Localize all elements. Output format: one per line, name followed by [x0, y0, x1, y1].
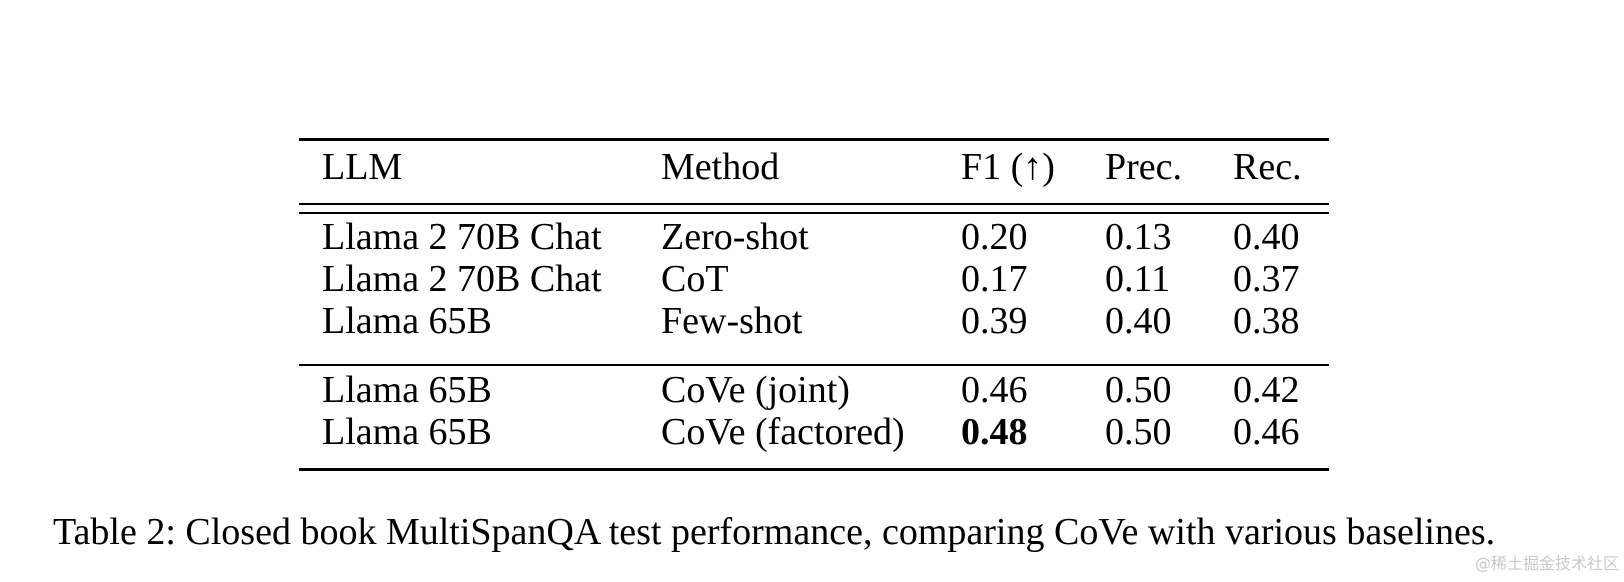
cell-llm: Llama 2 70B Chat [322, 216, 602, 258]
table-caption: Table 2: Closed book MultiSpanQA test pe… [53, 511, 1496, 553]
cell-prec: 0.40 [1105, 300, 1172, 342]
header-prec: Prec. [1105, 146, 1183, 188]
group-separator-rule [299, 364, 1329, 366]
cell-method: CoVe (joint) [661, 369, 850, 411]
cell-prec: 0.13 [1105, 216, 1172, 258]
table-row: Llama 65B CoVe (factored) 0.48 0.50 0.46 [299, 411, 1329, 453]
cell-llm: Llama 65B [322, 369, 492, 411]
cell-rec: 0.46 [1233, 411, 1300, 453]
cell-f1: 0.39 [961, 300, 1028, 342]
header-rule-lower [299, 212, 1329, 214]
cell-llm: Llama 65B [322, 300, 492, 342]
table-row: Llama 65B Few-shot 0.39 0.40 0.38 [299, 300, 1329, 342]
table-bottom-rule [299, 468, 1329, 471]
cell-prec: 0.11 [1105, 258, 1171, 300]
table-row: Llama 2 70B Chat CoT 0.17 0.11 0.37 [299, 258, 1329, 300]
cell-rec: 0.42 [1233, 369, 1300, 411]
cell-method: CoVe (factored) [661, 411, 905, 453]
cell-prec: 0.50 [1105, 369, 1172, 411]
table-row: Llama 65B CoVe (joint) 0.46 0.50 0.42 [299, 369, 1329, 411]
header-llm: LLM [322, 146, 403, 188]
cell-rec: 0.40 [1233, 216, 1300, 258]
cell-method: Zero-shot [661, 216, 809, 258]
cell-method: Few-shot [661, 300, 803, 342]
cell-f1: 0.20 [961, 216, 1028, 258]
table-row: Llama 2 70B Chat Zero-shot 0.20 0.13 0.4… [299, 216, 1329, 258]
cell-f1: 0.17 [961, 258, 1028, 300]
cell-rec: 0.37 [1233, 258, 1300, 300]
cell-method: CoT [661, 258, 729, 300]
cell-f1: 0.46 [961, 369, 1028, 411]
header-rule-upper [299, 203, 1329, 205]
cell-llm: Llama 2 70B Chat [322, 258, 602, 300]
table-header-row: LLM Method F1 (↑) Prec. Rec. [299, 146, 1329, 188]
cell-prec: 0.50 [1105, 411, 1172, 453]
cell-rec: 0.38 [1233, 300, 1300, 342]
watermark: @稀土掘金技术社区 [1474, 554, 1619, 573]
header-f1: F1 (↑) [961, 146, 1055, 188]
header-rec: Rec. [1233, 146, 1302, 188]
header-method: Method [661, 146, 780, 188]
cell-f1-best: 0.48 [961, 411, 1028, 453]
table-top-rule [299, 138, 1329, 141]
cell-llm: Llama 65B [322, 411, 492, 453]
